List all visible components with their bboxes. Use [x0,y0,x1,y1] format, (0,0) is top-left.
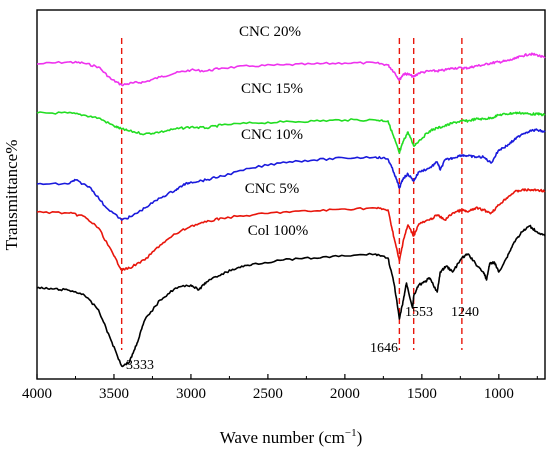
x-axis-title: Wave number (cm−1) [220,427,363,447]
reference-label-1240: 1240 [451,305,479,320]
x-tick-label: 3500 [99,386,129,402]
series-group [36,52,546,368]
plot-frame [36,9,546,380]
series-labels: CNC 20% CNC 15% CNC 10% CNC 5% Col 100% [239,24,308,239]
y-axis-title: Transmittance% [2,140,21,251]
series-line-1 [36,111,546,154]
series-label-2: CNC 10% [241,127,303,143]
series-label-0: CNC 20% [239,24,301,40]
reference-label-1646: 1646 [370,341,398,356]
x-tick-label: 4000 [22,386,52,402]
series-line-0 [36,52,546,87]
x-tick-label: 2000 [330,386,360,402]
x-tick-label: 3000 [176,386,206,402]
series-line-4 [36,224,546,368]
series-line-3 [36,188,546,271]
x-axis-ticks: 4000 3500 3000 2500 2000 1500 1000 [22,374,538,402]
reference-labels: 3333 1646 1553 1240 [126,305,479,373]
x-axis-title-text: Wave number (cm [220,428,345,447]
x-tick-label: 1500 [407,386,437,402]
x-axis-title-superscript: −1 [345,427,357,439]
series-label-1: CNC 15% [241,81,303,97]
series-label-3: CNC 5% [245,181,300,197]
x-tick-label: 2500 [253,386,283,402]
x-tick-label: 1000 [484,386,514,402]
x-axis-title-close: ) [357,428,363,447]
series-label-4: Col 100% [248,223,308,239]
reference-label-1553: 1553 [405,305,433,320]
series-line-2 [36,128,546,221]
reference-label-3333: 3333 [126,358,154,373]
